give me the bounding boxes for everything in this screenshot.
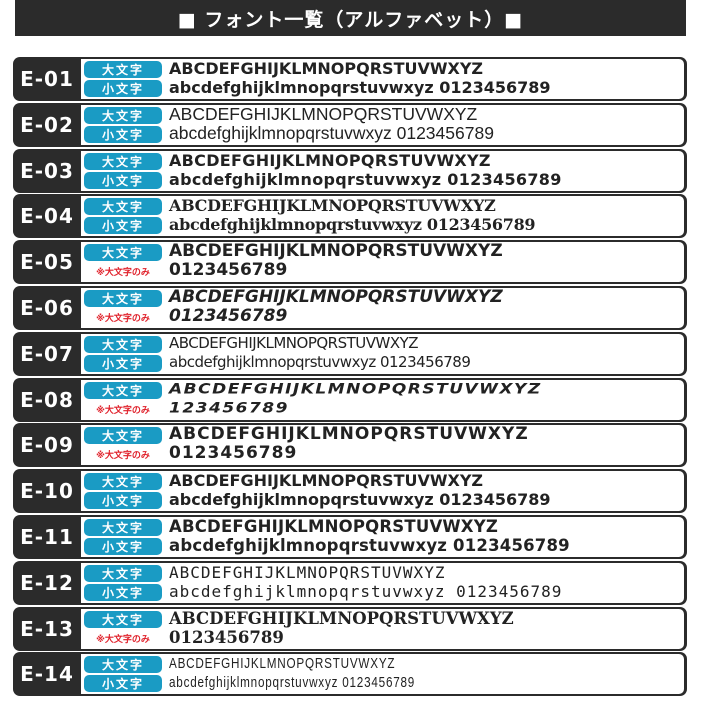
font-id: E-06	[20, 296, 74, 320]
font-row: E-09 大文字 ※大文字のみ ABCDEFGHIJKLMNOPQRSTUVWX…	[13, 423, 687, 468]
lowercase-badge: 小文字	[84, 217, 162, 235]
sample-line-upper: ABCDEFGHIJKLMNOPQRSTUVWXYZ	[169, 59, 484, 78]
uppercase-badge: 大文字	[84, 198, 162, 216]
uppercase-badge: 大文字	[84, 519, 162, 536]
font-id: E-07	[20, 341, 74, 366]
font-sample-panel: 大文字 ※大文字のみ ABCDEFGHIJKLMNOPQRSTUVWXYZ 01…	[81, 424, 684, 466]
font-sample-panel: 大文字 ※大文字のみ ABCDEFGHIJKLMNOPQRSTUVWXYZ 01…	[81, 241, 684, 283]
sample-line-lower: abcdefghijklmnopqrstuvwxyz 0123456789	[169, 215, 536, 235]
sample-line-lower: abcdefghijklmnopqrstuvwxyz 0123456789	[169, 169, 562, 189]
uppercase-badge: 大文字	[84, 244, 162, 262]
uppercase-badge: 大文字	[84, 656, 162, 674]
lowercase-badge: 小文字	[84, 354, 162, 372]
uppercase-badge: 大文字	[84, 106, 162, 124]
sample-line-lower: abcdefghijklmnopqrstuvwxyz 0123456789	[169, 674, 416, 692]
sample-line-lower: 0123456789	[169, 260, 288, 281]
font-id: E-10	[20, 479, 74, 504]
lowercase-badge: 小文字	[84, 171, 162, 189]
upper-only-note: ※大文字のみ	[96, 405, 150, 416]
sample-line-upper: ABCDEFGHIJKLMNOPQRSTUVWXYZ	[169, 287, 503, 307]
font-row: E-08 大文字 ※大文字のみ ABCDEFGHIJKLMNOPQRSTUVWX…	[13, 377, 687, 422]
lowercase-badge: 小文字	[84, 675, 162, 693]
font-id: E-04	[20, 204, 74, 229]
sample-line-lower: 0123456789	[169, 306, 288, 326]
uppercase-badge: 大文字	[84, 473, 162, 491]
sample-line-lower: 0123456789	[169, 443, 298, 464]
uppercase-badge: 大文字	[84, 335, 162, 353]
sample-line-lower: abcdefghijklmnopqrstuvwxyz 0123456789	[169, 352, 471, 371]
font-sample-panel: 大文字 小文字 ABCDEFGHIJKLMNOPQRSTUVWXYZ abcde…	[81, 654, 684, 695]
font-sample-panel: 大文字 ※大文字のみ ABCDEFGHIJKLMNOPQRSTUVWXYZ 12…	[81, 379, 684, 420]
font-id: E-05	[20, 250, 74, 275]
sample-line-upper: ABCDEFGHIJKLMNOPQRSTUVWXYZ	[169, 103, 478, 124]
lowercase-badge: 小文字	[84, 80, 162, 97]
font-sample-panel: 大文字 小文字 ABCDEFGHIJKLMNOPQRSTUVWXYZ abcde…	[81, 517, 684, 557]
lowercase-badge: 小文字	[84, 492, 162, 510]
font-row: E-12 大文字 小文字 ABCDEFGHIJKLMNOPQRSTUVWXYZ …	[13, 560, 687, 605]
upper-only-note: ※大文字のみ	[96, 634, 150, 645]
font-sample-panel: 大文字 小文字 ABCDEFGHIJKLMNOPQRSTUVWXYZ abcde…	[81, 103, 684, 145]
font-row: E-13 大文字 ※大文字のみ ABCDEFGHIJKLMNOPQRSTUVWX…	[13, 606, 687, 651]
font-row: E-04 大文字 小文字 ABCDEFGHIJKLMNOPQRSTUVWXYZ …	[13, 194, 687, 239]
font-row: E-05 大文字 ※大文字のみ ABCDEFGHIJKLMNOPQRSTUVWX…	[13, 240, 687, 285]
font-row: E-14 大文字 小文字 ABCDEFGHIJKLMNOPQRSTUVWXYZ …	[13, 652, 687, 697]
upper-only-note: ※大文字のみ	[96, 451, 150, 462]
lowercase-badge: 小文字	[84, 125, 162, 143]
font-row: E-11 大文字 小文字 ABCDEFGHIJKLMNOPQRSTUVWXYZ …	[13, 515, 687, 559]
sample-line-upper: ABCDEFGHIJKLMNOPQRSTUVWXYZ	[169, 150, 491, 170]
font-row: E-10 大文字 小文字 ABCDEFGHIJKLMNOPQRSTUVWXYZ …	[13, 469, 687, 514]
sample-line-lower: abcdefghijklmnopqrstuvwxyz 0123456789	[169, 581, 563, 601]
upper-only-note: ※大文字のみ	[96, 314, 150, 324]
page-title: ■ フォント一覧（アルファベット）■	[15, 0, 686, 36]
sample-line-lower: 0123456789	[169, 627, 284, 647]
font-row: E-02 大文字 小文字 ABCDEFGHIJKLMNOPQRSTUVWXYZ …	[13, 102, 687, 147]
sample-line-upper: ABCDEFGHIJKLMNOPQRSTUVWXYZ	[169, 424, 529, 445]
upper-only-note: ※大文字のみ	[96, 268, 150, 279]
font-id: E-08	[20, 387, 74, 412]
font-sample-panel: 大文字 小文字 ABCDEFGHIJKLMNOPQRSTUVWXYZ abcde…	[81, 150, 684, 191]
lowercase-badge: 小文字	[84, 583, 162, 601]
sample-line-lower: abcdefghijklmnopqrstuvwxyz 0123456789	[169, 536, 570, 555]
sample-line-upper: ABCDEFGHIJKLMNOPQRSTUVWXYZ	[169, 562, 446, 582]
font-sample-panel: 大文字 小文字 ABCDEFGHIJKLMNOPQRSTUVWXYZ abcde…	[81, 471, 684, 512]
font-id: E-14	[20, 662, 74, 687]
uppercase-badge: 大文字	[84, 564, 162, 582]
sample-line-upper: ABCDEFGHIJKLMNOPQRSTUVWXYZ	[169, 655, 396, 673]
font-row: E-01 大文字 小文字 ABCDEFGHIJKLMNOPQRSTUVWXYZ …	[13, 57, 687, 101]
uppercase-badge: 大文字	[84, 381, 162, 399]
sample-line-upper: ABCDEFGHIJKLMNOPQRSTUVWXYZ	[169, 196, 496, 216]
font-sample-panel: 大文字 小文字 ABCDEFGHIJKLMNOPQRSTUVWXYZ abcde…	[81, 59, 684, 99]
sample-line-upper: ABCDEFGHIJKLMNOPQRSTUVWXYZ	[169, 608, 514, 628]
font-id: E-12	[20, 570, 74, 595]
lowercase-badge: 小文字	[84, 538, 162, 555]
font-row: E-03 大文字 小文字 ABCDEFGHIJKLMNOPQRSTUVWXYZ …	[13, 148, 687, 193]
font-sample-panel: 大文字 小文字 ABCDEFGHIJKLMNOPQRSTUVWXYZ abcde…	[81, 196, 684, 237]
font-id: E-11	[20, 525, 74, 549]
sample-line-upper: ABCDEFGHIJKLMNOPQRSTUVWXYZ	[169, 333, 419, 352]
sample-line-lower: abcdefghijklmnopqrstuvwxyz 0123456789	[169, 78, 551, 97]
uppercase-badge: 大文字	[84, 152, 162, 170]
uppercase-badge: 大文字	[84, 61, 162, 78]
font-sample-panel: 大文字 ※大文字のみ ABCDEFGHIJKLMNOPQRSTUVWXYZ 01…	[81, 288, 684, 328]
sample-line-upper: ABCDEFGHIJKLMNOPQRSTUVWXYZ	[169, 241, 503, 262]
sample-line-lower: 123456789	[169, 399, 289, 417]
sample-line-upper: ABCDEFGHIJKLMNOPQRSTUVWXYZ	[169, 471, 484, 491]
uppercase-badge: 大文字	[84, 290, 162, 307]
font-sample-panel: 大文字 小文字 ABCDEFGHIJKLMNOPQRSTUVWXYZ abcde…	[81, 333, 684, 374]
sample-line-lower: abcdefghijklmnopqrstuvwxyz 0123456789	[169, 490, 551, 510]
font-sample-panel: 大文字 小文字 ABCDEFGHIJKLMNOPQRSTUVWXYZ abcde…	[81, 562, 684, 603]
font-row: E-06 大文字 ※大文字のみ ABCDEFGHIJKLMNOPQRSTUVWX…	[13, 286, 687, 330]
sample-line-upper: ABCDEFGHIJKLMNOPQRSTUVWXYZ	[169, 517, 499, 536]
font-id: E-02	[20, 112, 74, 137]
font-sample-panel: 大文字 ※大文字のみ ABCDEFGHIJKLMNOPQRSTUVWXYZ 01…	[81, 608, 684, 649]
font-id: E-09	[20, 433, 74, 458]
uppercase-badge: 大文字	[84, 610, 162, 628]
sample-line-upper: ABCDEFGHIJKLMNOPQRSTUVWXYZ	[169, 380, 542, 398]
uppercase-badge: 大文字	[84, 427, 162, 445]
font-row: E-07 大文字 小文字 ABCDEFGHIJKLMNOPQRSTUVWXYZ …	[13, 331, 687, 376]
font-id: E-13	[20, 616, 74, 641]
font-id: E-03	[20, 158, 74, 183]
font-id: E-01	[20, 67, 74, 91]
sample-line-lower: abcdefghijklmnopqrstuvwxyz 0123456789	[169, 122, 494, 143]
